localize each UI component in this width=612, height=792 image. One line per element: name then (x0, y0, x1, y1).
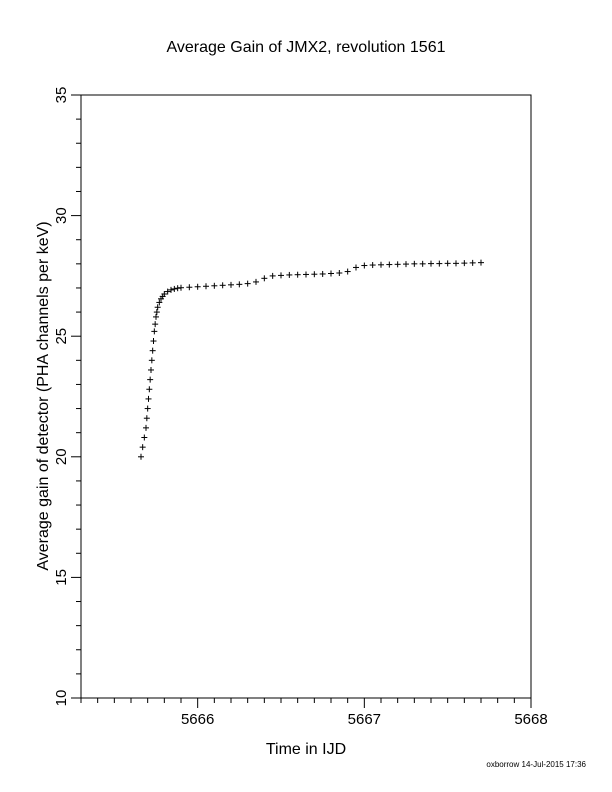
chart-title: Average Gain of JMX2, revolution 1561 (167, 39, 446, 56)
data-point (478, 259, 484, 266)
data-point (178, 284, 184, 291)
y-tick-label: 25 (53, 328, 70, 345)
data-point (149, 347, 156, 354)
data-point (148, 366, 154, 373)
data-point (138, 453, 144, 460)
data-point (261, 275, 268, 282)
data-point (156, 299, 163, 306)
data-point (469, 259, 476, 266)
data-point (269, 272, 276, 279)
x-tick-label: 5666 (181, 711, 214, 728)
y-tick-label: 30 (53, 207, 70, 224)
data-point (369, 262, 376, 269)
data-point (228, 281, 234, 288)
data-point (168, 286, 174, 293)
data-point (294, 271, 301, 278)
data-point (311, 271, 318, 278)
data-point (378, 261, 384, 268)
data-point (141, 434, 148, 441)
x-tick-label: 5667 (348, 711, 381, 728)
data-point (319, 270, 326, 277)
data-point (143, 424, 149, 431)
footer-stamp: oxborrow 14-Jul-2015 17:36 (486, 760, 586, 769)
data-point (444, 260, 451, 267)
data-point (139, 444, 146, 451)
data-point (146, 386, 153, 393)
data-point (436, 260, 443, 267)
data-point (154, 304, 161, 311)
data-point (461, 260, 468, 267)
data-point (236, 281, 243, 288)
data-point (219, 282, 226, 289)
data-point (303, 271, 309, 278)
y-tick-label: 20 (53, 448, 70, 465)
data-point (144, 405, 151, 412)
y-tick-label: 15 (53, 569, 70, 586)
data-point (164, 288, 171, 295)
data-point (244, 280, 251, 287)
data-point (161, 290, 168, 297)
data-point (194, 283, 201, 290)
data-point (353, 264, 359, 271)
data-point (211, 282, 218, 289)
data-point (386, 261, 393, 268)
data-point (153, 313, 159, 320)
data-point (411, 260, 418, 267)
data-point (419, 260, 426, 267)
y-axis-ticks (71, 94, 81, 699)
data-point (148, 357, 155, 364)
data-point (203, 283, 209, 290)
y-tick-label: 10 (53, 690, 70, 707)
data-series (138, 259, 484, 460)
x-axis-ticks (80, 698, 532, 708)
data-point (143, 415, 150, 422)
data-point (453, 260, 459, 267)
data-point (403, 261, 409, 268)
data-point (336, 270, 343, 277)
x-axis-label: Time in IJD (266, 741, 346, 758)
plot-frame (80, 94, 532, 699)
data-point (186, 284, 193, 291)
data-point (253, 278, 259, 285)
y-tick-label: 35 (53, 87, 70, 104)
data-point (278, 272, 284, 279)
data-point (147, 376, 154, 383)
x-tick-label: 5668 (514, 711, 547, 728)
data-point (428, 260, 434, 267)
data-point (151, 328, 158, 335)
y-axis-tick-labels: 10 15 20 25 30 35 (53, 87, 70, 707)
x-axis-tick-labels: 5666 5667 5668 (181, 711, 548, 728)
data-point (150, 338, 157, 345)
data-point (344, 268, 351, 275)
data-point (171, 285, 178, 292)
data-point (361, 262, 368, 269)
data-point (286, 271, 293, 278)
data-point (328, 270, 334, 277)
data-point (145, 395, 152, 402)
data-point (153, 309, 160, 316)
y-axis-label: Average gain of detector (PHA channels p… (35, 221, 52, 570)
data-point (152, 321, 159, 328)
data-point (394, 261, 401, 268)
